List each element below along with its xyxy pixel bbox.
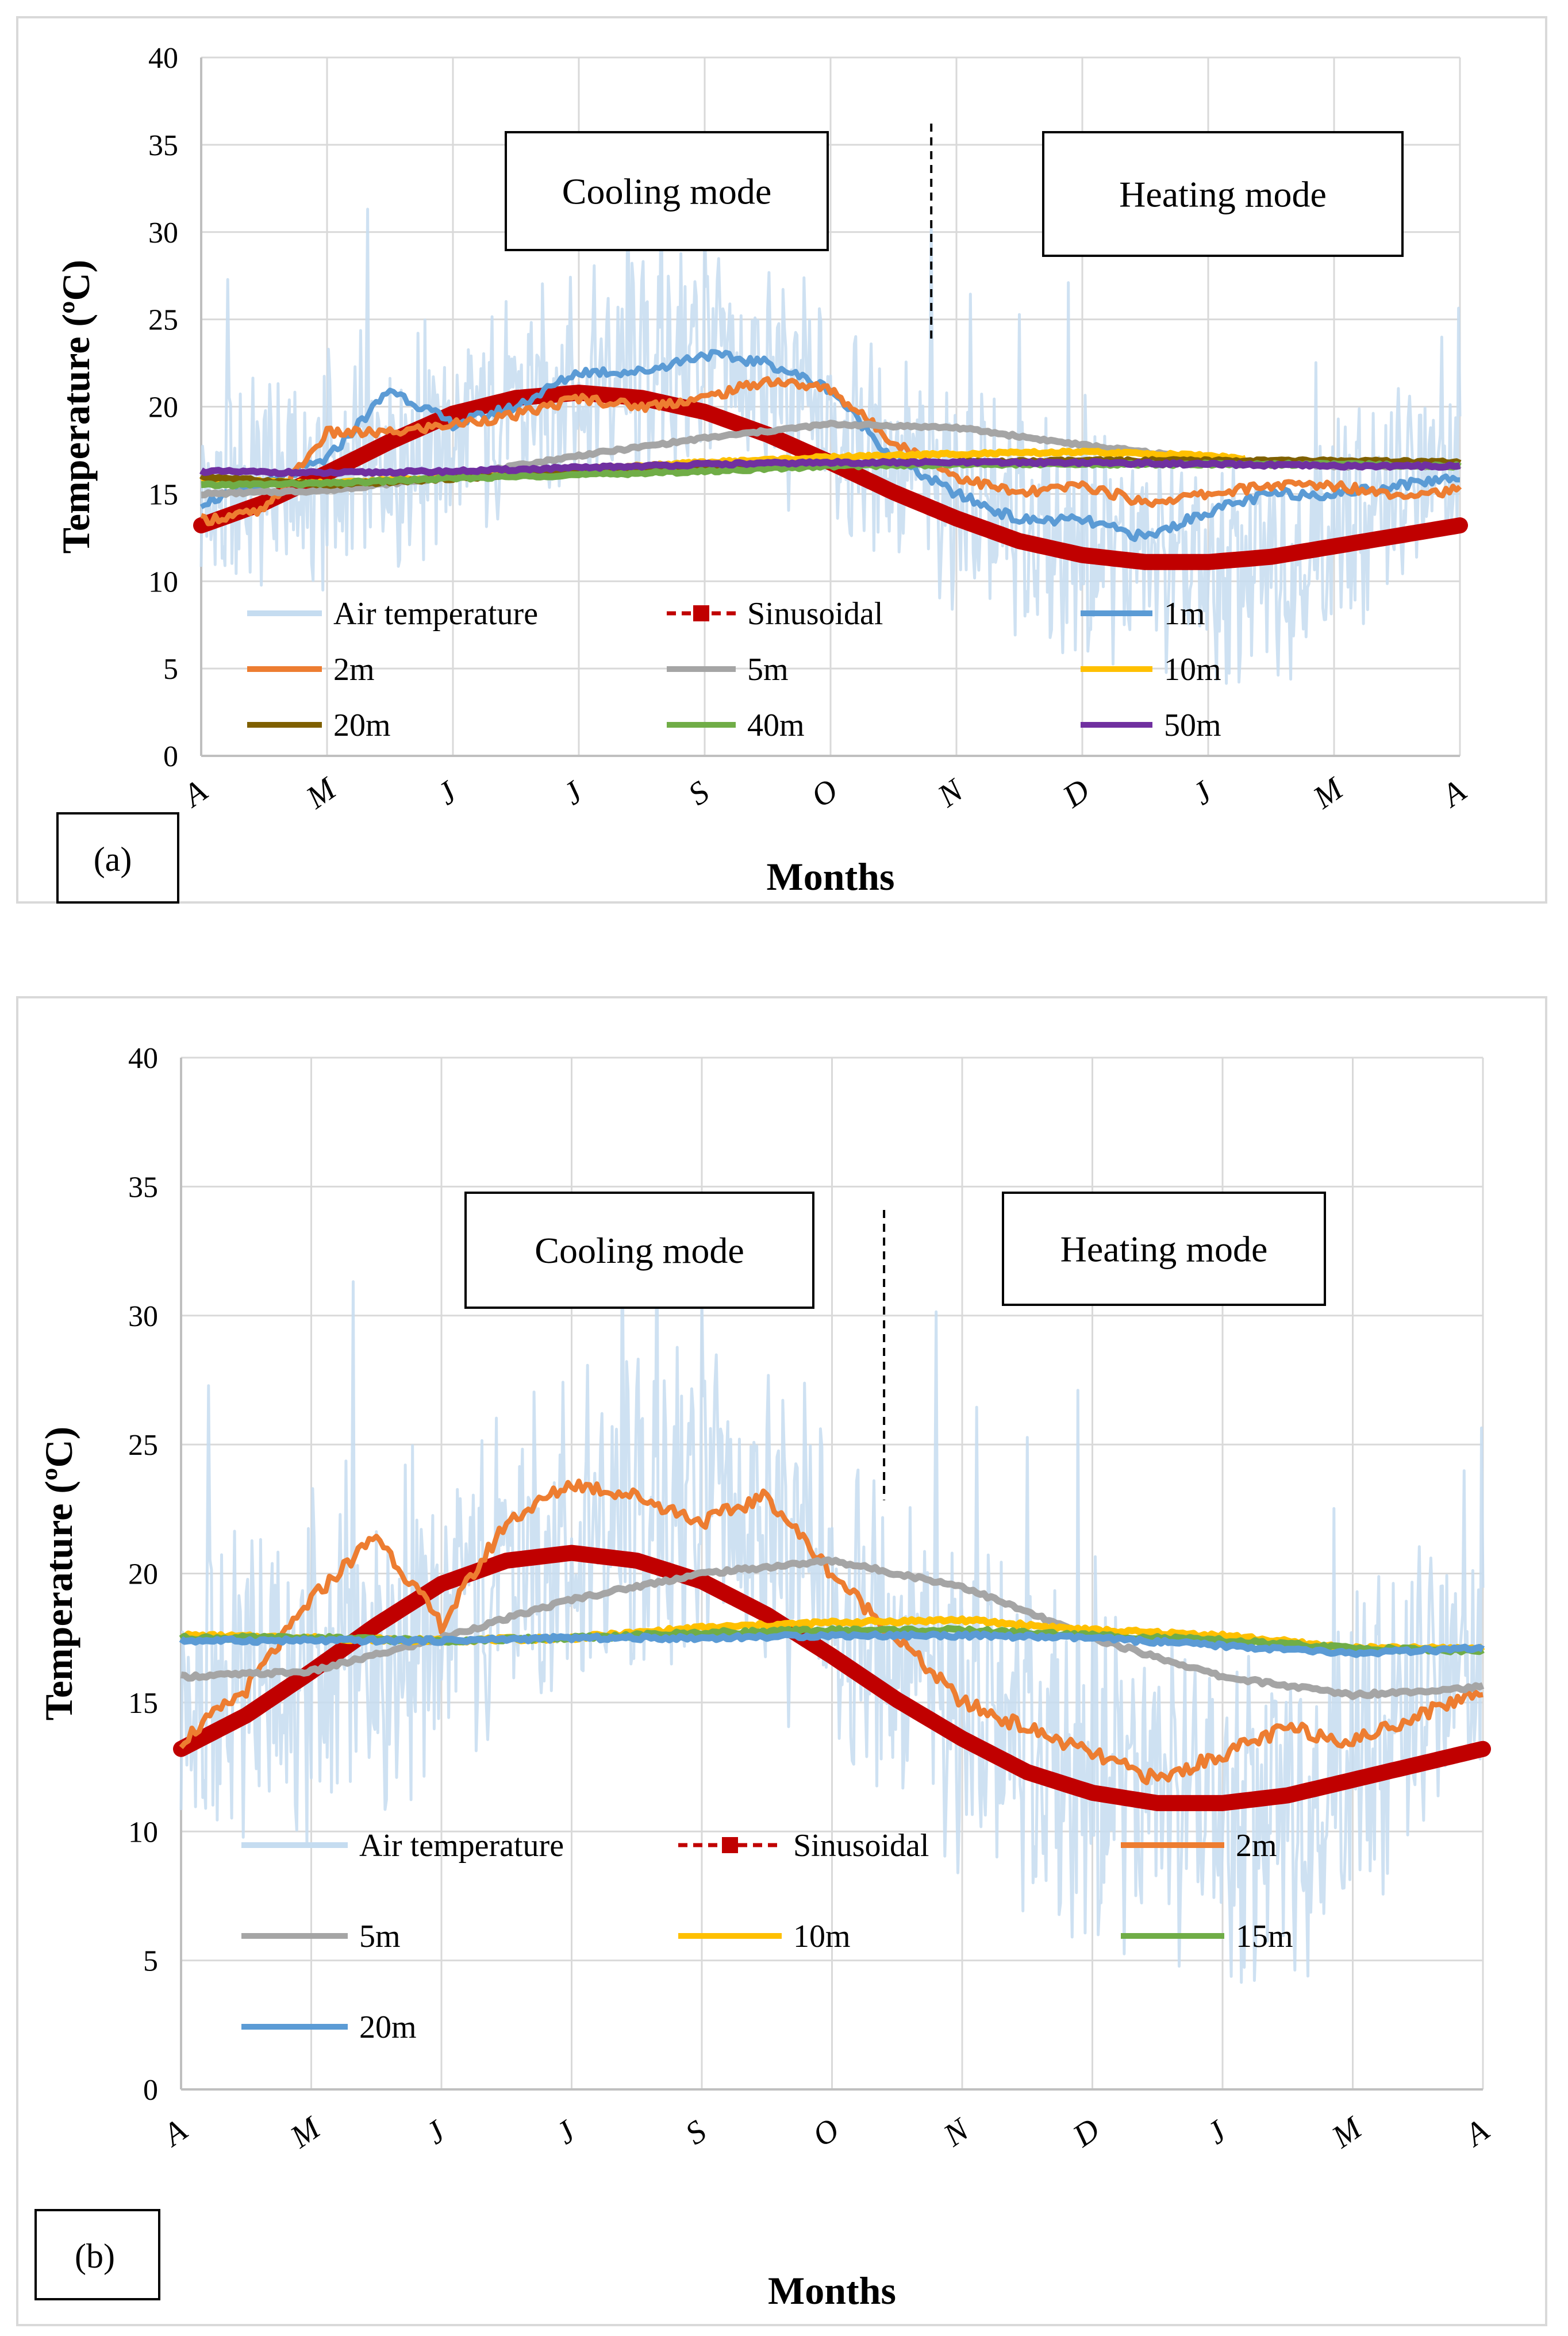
cooling-mode-box (505, 131, 829, 251)
panel-label-box (56, 812, 179, 904)
y-tick-label: 10 (128, 1816, 158, 1849)
cooling-mode-label: Cooling mode (535, 1230, 744, 1271)
series-group (173, 1200, 1491, 1984)
y-tick-label: 30 (128, 1300, 158, 1333)
legend-item: 1m (1081, 596, 1205, 632)
series-line-2m (200, 376, 1462, 527)
legend-item: 15m (1121, 1919, 1293, 1954)
legend-item: Sinusoidal (678, 1828, 929, 1864)
legend-label: 2m (1236, 1828, 1277, 1864)
y-tick-label: 0 (163, 740, 178, 773)
y-tick-label: 35 (128, 1171, 158, 1204)
legend-item: 40m (667, 708, 805, 743)
legend-label: 40m (747, 708, 805, 743)
legend-label: 5m (747, 652, 789, 687)
heating-mode-label: Heating mode (1060, 1229, 1268, 1270)
legend-item: 10m (678, 1919, 851, 1954)
y-tick-label: 0 (143, 2074, 158, 2107)
series-line-20m (179, 1630, 1485, 1658)
series-group (193, 153, 1468, 685)
legend-label: 10m (1164, 652, 1221, 687)
legend-label: Air temperature (359, 1828, 564, 1864)
legend-label: Sinusoidal (793, 1828, 929, 1864)
series-line-sinusoidal (173, 1544, 1491, 1811)
series-line-air-temperature (179, 1200, 1485, 1984)
legend-label: 5m (359, 1919, 401, 1954)
y-tick-label: 20 (128, 1558, 158, 1591)
legend-label: 2m (333, 652, 375, 687)
y-tick-label: 40 (128, 1042, 158, 1075)
legend: Air temperature Sinusoidal 1m 2m 5m 10m 20m 40m… (247, 596, 1221, 743)
series-line-50m (199, 458, 1461, 477)
legend-item: 50m (1081, 708, 1221, 743)
y-axis-title: Temperature (ºC) (54, 260, 98, 554)
legend-label: 50m (1164, 708, 1221, 743)
legend-label: 15m (1236, 1919, 1293, 1954)
legend-marker-square (693, 605, 709, 621)
y-tick-label: 15 (148, 478, 178, 511)
legend-item: 2m (247, 652, 375, 687)
legend-item: 10m (1081, 652, 1221, 687)
panel-label: (a) (94, 840, 132, 878)
legend-label: 1m (1164, 596, 1205, 632)
legend-item: Sinusoidal (667, 596, 883, 632)
y-tick-label: 10 (148, 566, 178, 598)
series-line-5m (180, 1556, 1485, 1700)
legend-label: Air temperature (333, 596, 538, 632)
y-tick-label: 40 (148, 42, 178, 75)
y-axis-title: Temperature (ºC) (37, 1427, 80, 1721)
y-tick-label: 5 (143, 1945, 158, 1978)
x-axis-title: Months (768, 2269, 896, 2312)
series-line-2m (179, 1478, 1484, 1785)
heating-mode-label: Heating mode (1119, 174, 1327, 215)
y-tick-label: 25 (128, 1429, 158, 1462)
cooling-mode-label: Cooling mode (562, 171, 771, 212)
legend-item: 20m (241, 2010, 417, 2045)
y-tick-label: 35 (148, 129, 178, 162)
legend-item: 5m (241, 1919, 401, 1954)
panel-label: (b) (75, 2237, 115, 2275)
legend-label: Sinusoidal (747, 596, 883, 632)
heating-mode-box (1042, 131, 1404, 257)
legend-item: 20m (247, 708, 391, 743)
legend-item: Air temperature (247, 596, 538, 632)
legend-label: 20m (333, 708, 391, 743)
legend-marker-square (722, 1837, 738, 1853)
cooling-mode-box (464, 1192, 814, 1309)
x-axis-title: Months (767, 855, 895, 898)
y-tick-label: 15 (128, 1687, 158, 1720)
legend-label: 20m (359, 2010, 417, 2045)
legend-item: Air temperature (241, 1828, 564, 1864)
heating-mode-box (1002, 1192, 1326, 1306)
legend: Air temperature Sinusoidal 2m 5m 10m 15m 20m (241, 1828, 1293, 2045)
y-tick-label: 30 (148, 217, 178, 249)
y-tick-label: 25 (148, 304, 178, 337)
legend-item: 2m (1121, 1828, 1277, 1864)
legend-label: 10m (793, 1919, 851, 1954)
y-tick-label: 20 (148, 391, 178, 424)
legend-item: 5m (667, 652, 789, 687)
y-tick-label: 5 (163, 653, 178, 686)
panel-label-box (34, 2209, 160, 2300)
